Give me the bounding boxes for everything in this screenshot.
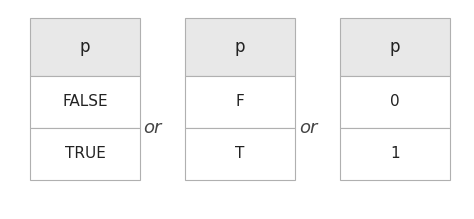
Text: or: or bbox=[299, 119, 317, 137]
Bar bbox=[30, 76, 140, 128]
Bar bbox=[30, 128, 140, 180]
Text: T: T bbox=[235, 147, 245, 161]
Bar bbox=[185, 18, 295, 76]
Bar bbox=[185, 128, 295, 180]
Text: p: p bbox=[235, 38, 245, 56]
Bar bbox=[185, 76, 295, 128]
Text: 1: 1 bbox=[390, 147, 400, 161]
Text: F: F bbox=[236, 95, 245, 110]
Bar bbox=[340, 128, 450, 180]
Text: TRUE: TRUE bbox=[64, 147, 105, 161]
Text: 0: 0 bbox=[390, 95, 400, 110]
Bar bbox=[340, 76, 450, 128]
Text: p: p bbox=[390, 38, 400, 56]
Bar bbox=[30, 18, 140, 76]
Text: FALSE: FALSE bbox=[62, 95, 108, 110]
Text: p: p bbox=[80, 38, 90, 56]
Text: or: or bbox=[143, 119, 161, 137]
Bar bbox=[340, 18, 450, 76]
